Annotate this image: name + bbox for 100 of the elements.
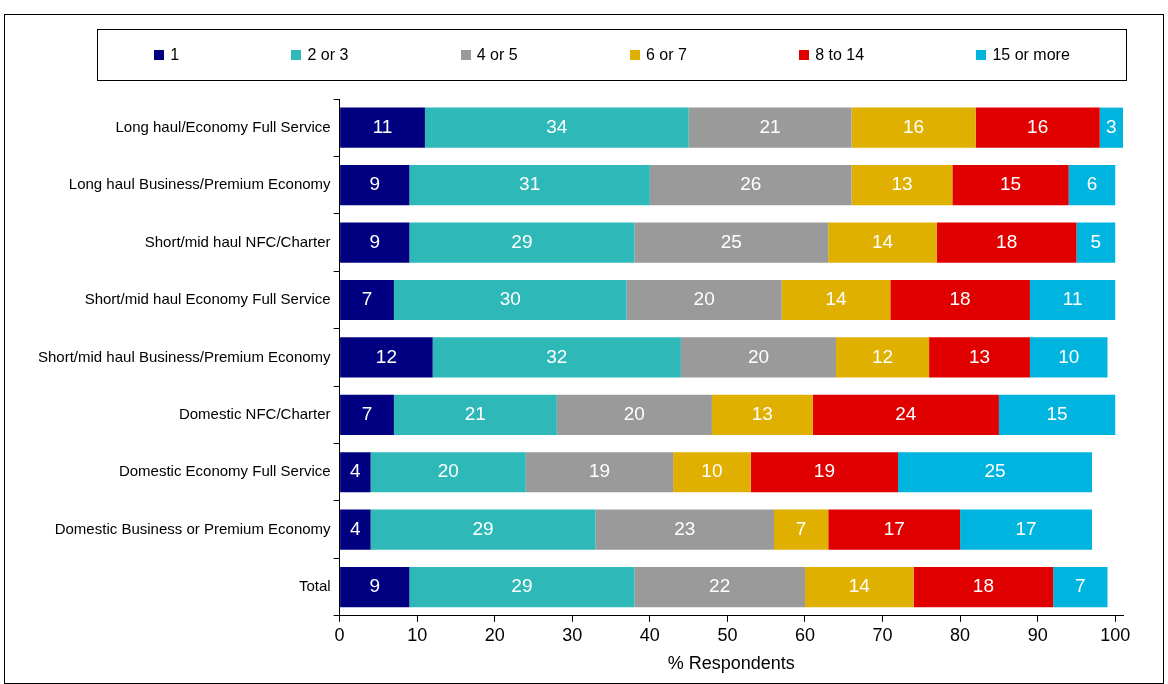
data-label: 25 xyxy=(720,230,742,252)
y-tick-label: Domestic NFC/Charter xyxy=(178,404,331,422)
data-label: 16 xyxy=(903,115,925,137)
x-tick-label: 30 xyxy=(562,624,583,645)
bar xyxy=(952,165,1069,206)
bar xyxy=(432,337,681,378)
bar xyxy=(750,452,899,493)
bar xyxy=(960,509,1092,550)
x-tick-label: 70 xyxy=(872,624,893,645)
y-tick-label: Long haul Business/Premium Economy xyxy=(68,175,332,193)
y-tick-label: Domestic Economy Full Service xyxy=(118,462,331,480)
data-label: 17 xyxy=(883,517,905,539)
data-label: 20 xyxy=(693,288,715,310)
legend-label: 15 or more xyxy=(992,46,1070,64)
data-label: 11 xyxy=(372,115,393,137)
data-label: 12 xyxy=(375,345,397,367)
bar xyxy=(851,107,976,148)
data-label: 34 xyxy=(546,115,568,137)
data-label: 9 xyxy=(369,230,381,252)
data-label: 5 xyxy=(1090,230,1102,252)
bar xyxy=(370,452,526,493)
bar xyxy=(393,279,627,321)
x-tick-label: 80 xyxy=(950,624,971,645)
data-label: 4 xyxy=(350,460,362,482)
legend-label: 2 or 3 xyxy=(307,46,349,64)
bar xyxy=(393,394,557,435)
data-label: 16 xyxy=(1027,115,1049,137)
data-label: 9 xyxy=(369,173,381,195)
data-label: 20 xyxy=(437,460,459,482)
y-tick-label: Domestic Business or Premium Economy xyxy=(54,519,332,537)
data-label: 15 xyxy=(1046,403,1068,425)
bar xyxy=(409,566,635,608)
bar xyxy=(680,337,837,378)
data-label: 29 xyxy=(511,230,533,252)
bar xyxy=(340,452,371,493)
bar xyxy=(1029,279,1116,321)
x-tick-label: 60 xyxy=(794,624,816,645)
data-label: 15 xyxy=(999,173,1022,195)
x-tick-label: 20 xyxy=(484,624,505,645)
data-label: 29 xyxy=(472,517,494,539)
legend-label: 1 xyxy=(170,46,180,64)
bar xyxy=(1099,107,1123,148)
x-axis-title: % Respondents xyxy=(667,653,795,674)
data-label: 13 xyxy=(891,173,913,195)
bar xyxy=(851,165,953,206)
bar xyxy=(1053,566,1108,608)
data-label: 3 xyxy=(1106,115,1117,137)
x-tick-label: 50 xyxy=(717,624,738,645)
bar xyxy=(634,222,829,263)
data-label: 10 xyxy=(701,460,723,482)
bar xyxy=(898,452,1092,493)
data-label: 29 xyxy=(511,575,533,597)
bar xyxy=(673,452,751,493)
bar xyxy=(340,509,371,550)
bar xyxy=(688,107,852,148)
data-label: 14 xyxy=(825,288,848,310)
y-tick-label: Long haul/Economy Full Service xyxy=(115,117,331,135)
bar xyxy=(812,394,999,435)
data-label: 7 xyxy=(795,517,807,539)
bar xyxy=(649,165,852,206)
data-label: 20 xyxy=(747,345,770,367)
data-label: 12 xyxy=(871,345,894,367)
bar xyxy=(409,165,650,206)
data-label: 19 xyxy=(813,460,835,482)
data-label: 18 xyxy=(972,575,994,597)
data-label: 7 xyxy=(361,288,373,310)
data-label: 31 xyxy=(519,173,541,195)
bar xyxy=(340,394,394,435)
y-tick-label: Short/mid haul Economy Full Service xyxy=(84,290,331,308)
data-label: 26 xyxy=(740,173,762,195)
bar xyxy=(975,107,1100,148)
data-label: 9 xyxy=(369,575,381,597)
data-label: 6 xyxy=(1086,173,1098,195)
bar xyxy=(340,107,425,148)
bar xyxy=(595,509,774,550)
legend-label: 8 to 14 xyxy=(815,46,865,64)
y-tick-label: Total xyxy=(298,577,331,595)
data-label: 21 xyxy=(464,403,486,425)
y-tick-label: Short/mid haul NFC/Charter xyxy=(144,232,331,250)
data-label: 14 xyxy=(848,575,871,597)
x-tick-label: 90 xyxy=(1027,624,1048,645)
bar xyxy=(828,509,961,550)
bar xyxy=(828,222,937,263)
bar xyxy=(781,279,891,321)
bar xyxy=(424,107,689,148)
bar xyxy=(1076,222,1116,263)
data-label: 18 xyxy=(949,288,971,310)
data-label: 24 xyxy=(895,403,917,425)
bar xyxy=(340,337,433,378)
bar xyxy=(370,509,596,550)
bar xyxy=(340,279,394,321)
bar xyxy=(1068,165,1116,206)
data-label: 7 xyxy=(1075,575,1086,597)
data-label: 20 xyxy=(623,403,645,425)
bar xyxy=(936,222,1077,263)
data-label: 4 xyxy=(350,517,362,539)
bar xyxy=(929,337,1030,378)
legend-label: 4 or 5 xyxy=(476,46,518,64)
bar xyxy=(804,566,914,608)
bar xyxy=(340,165,410,206)
